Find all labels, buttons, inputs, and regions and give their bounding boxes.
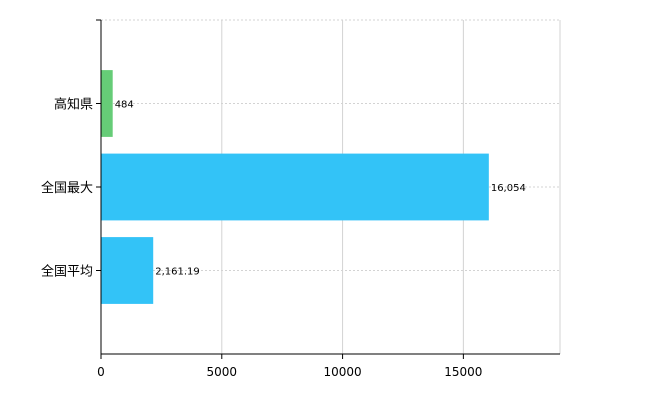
x-tick-label: 15000 bbox=[444, 365, 482, 379]
category-label: 高知県 bbox=[54, 97, 93, 113]
data-label: 484 bbox=[115, 100, 134, 111]
x-tick-label: 5000 bbox=[207, 365, 238, 379]
bar-0 bbox=[101, 70, 113, 137]
data-label: 16,054 bbox=[491, 183, 526, 194]
x-tick-label: 10000 bbox=[323, 365, 361, 379]
bar-1 bbox=[101, 153, 489, 221]
category-label: 全国最大 bbox=[41, 180, 93, 196]
data-label: 2,161.19 bbox=[155, 267, 200, 278]
bar-2 bbox=[101, 237, 154, 304]
x-tick-label: 0 bbox=[97, 365, 105, 379]
category-label: 全国平均 bbox=[41, 264, 93, 280]
